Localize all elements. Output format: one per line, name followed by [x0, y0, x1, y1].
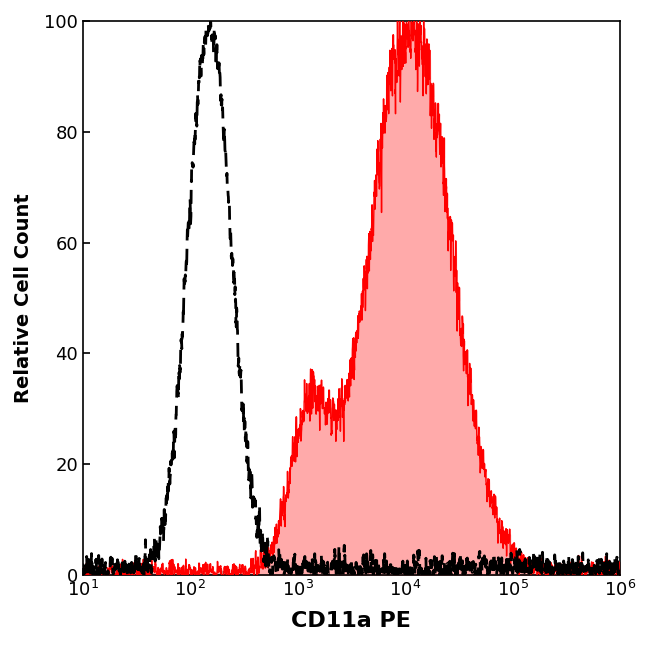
X-axis label: CD11a PE: CD11a PE [291, 611, 411, 631]
Y-axis label: Relative Cell Count: Relative Cell Count [14, 193, 33, 403]
